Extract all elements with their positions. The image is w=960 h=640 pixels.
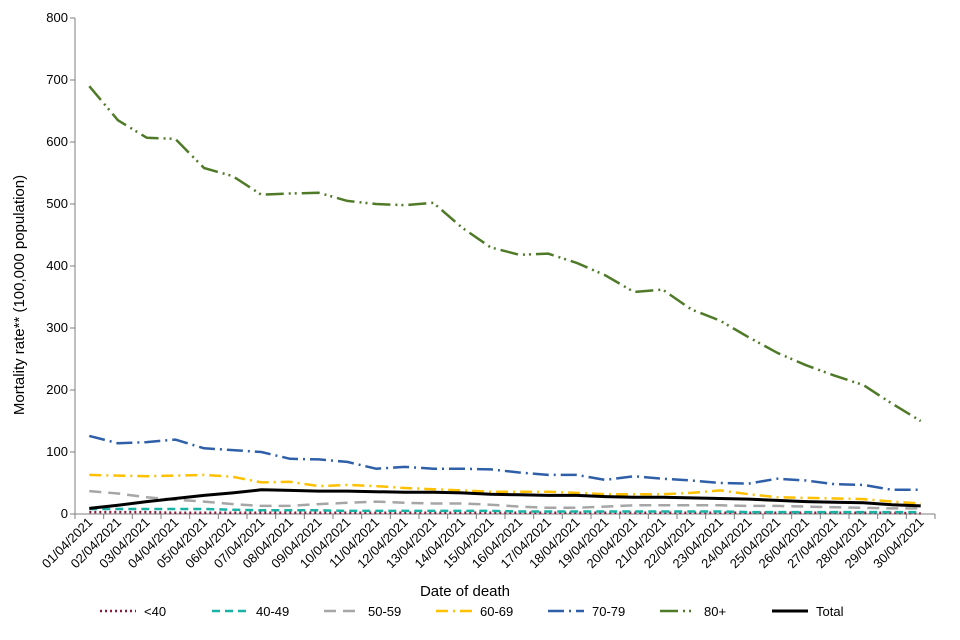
y-tick-label: 400 xyxy=(46,258,68,273)
y-tick-label: 800 xyxy=(46,10,68,25)
y-axis: 0 100 200 300 400 500 600 700 800 xyxy=(46,10,76,521)
y-tick-label: 600 xyxy=(46,134,68,149)
series-layer xyxy=(88,85,922,515)
series-line-5 xyxy=(88,85,922,423)
y-tick-label: 300 xyxy=(46,320,68,335)
legend-label: Total xyxy=(816,604,844,619)
legend-label: 70-79 xyxy=(592,604,625,619)
series-line-2 xyxy=(89,489,921,510)
legend: <40 40-49 50-59 60-69 70-79 80+ Total xyxy=(100,604,844,619)
series-line-3 xyxy=(89,473,921,505)
x-axis-title: Date of death xyxy=(420,583,510,600)
y-tick-label: 100 xyxy=(46,444,68,459)
legend-label: 40-49 xyxy=(256,604,289,619)
y-tick-label: 700 xyxy=(46,72,68,87)
legend-label: 80+ xyxy=(704,604,726,619)
y-tick-label: 200 xyxy=(46,382,68,397)
series-line-4 xyxy=(88,434,921,492)
series-line-1 xyxy=(89,507,921,514)
y-axis-title: Mortality rate** (100,000 population) xyxy=(11,175,28,415)
y-tick-label: 0 xyxy=(61,506,68,521)
x-axis: 01/04/202102/04/202103/04/202104/04/2021… xyxy=(39,513,936,571)
series-line-6 xyxy=(89,488,921,510)
series-line-0 xyxy=(89,510,921,515)
legend-label: 50-59 xyxy=(368,604,401,619)
y-tick-label: 500 xyxy=(46,196,68,211)
legend-label: <40 xyxy=(144,604,166,619)
legend-label: 60-69 xyxy=(480,604,513,619)
